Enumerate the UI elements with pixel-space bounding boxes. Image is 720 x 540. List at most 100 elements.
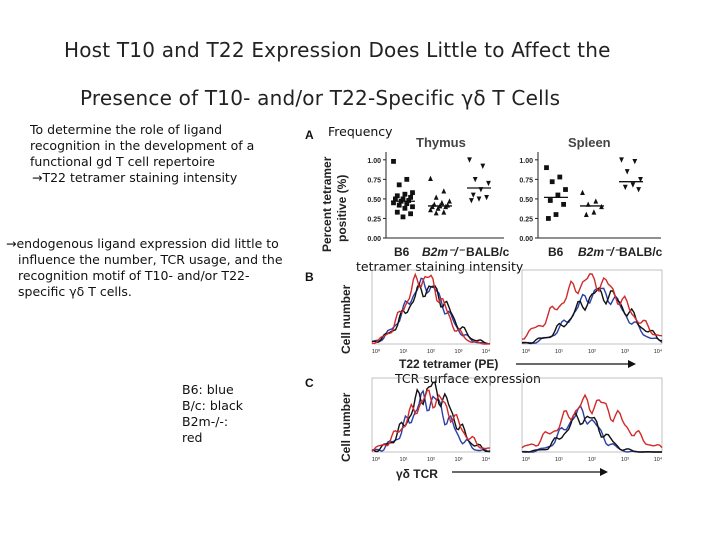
data-point-square bbox=[404, 201, 410, 206]
histogram-frame bbox=[521, 269, 663, 345]
y-tick-label: 0.50 bbox=[519, 197, 533, 204]
panel-c-chart: Cell number 10⁰ 10¹ 10² 10³ 10⁴ 10⁰ 10¹ 10² 10³… bbox=[339, 377, 663, 481]
data-point-inverted-triangle bbox=[638, 176, 643, 183]
histogram-balbc-trace bbox=[521, 286, 663, 345]
y-tick-label: 0.00 bbox=[367, 236, 381, 243]
data-point-triangle bbox=[580, 189, 585, 196]
data-point-square bbox=[406, 198, 412, 203]
legend-line: B6: blue bbox=[182, 382, 234, 397]
histogram-b2m-trace bbox=[371, 272, 491, 345]
text-line: specific γδ T cells. bbox=[18, 284, 132, 299]
thymus-points bbox=[391, 157, 491, 220]
panel-c-xlabel: γδ TCR bbox=[396, 467, 438, 481]
y-tick-label: 0.75 bbox=[519, 177, 533, 184]
y-tick-label: 1.00 bbox=[367, 158, 381, 165]
data-point-inverted-triangle bbox=[632, 158, 638, 165]
legend-line: B/c: black bbox=[182, 398, 244, 413]
x-tick-label: 10² bbox=[588, 457, 596, 463]
y-tick-label: 0.25 bbox=[519, 216, 533, 223]
spleen-yticks: 1.00 0.75 0.50 0.25 0.00 bbox=[519, 158, 538, 243]
data-point-square bbox=[557, 174, 563, 180]
text-line: To determine the role of ligand bbox=[30, 122, 223, 137]
histogram-frame bbox=[371, 269, 491, 345]
data-point-square bbox=[394, 209, 400, 215]
data-point-square bbox=[408, 211, 413, 217]
histogram-b6-trace bbox=[371, 277, 491, 345]
color-legend: B6: blue B/c: black B2m-/-: red bbox=[182, 382, 243, 446]
data-point-square bbox=[410, 204, 415, 210]
x-tick-label: 10³ bbox=[621, 457, 629, 463]
panel-letter-b: B bbox=[305, 270, 314, 284]
data-point-triangle bbox=[428, 206, 433, 213]
panel-letter-a: A bbox=[305, 128, 314, 142]
x-tick-label: 10⁴ bbox=[482, 456, 491, 463]
data-point-square bbox=[400, 214, 406, 220]
data-point-triangle bbox=[435, 205, 441, 211]
data-point-triangle bbox=[441, 188, 447, 194]
thymus-group-label-b2m: B2m⁻/⁻ bbox=[422, 245, 466, 259]
histogram-balbc-trace bbox=[371, 282, 491, 345]
panel-b-chart: Cell number 10⁰ 10¹ 10² 10³ 10⁴ 10⁰ 10¹ 10² 10³… bbox=[339, 269, 663, 371]
x-tick-label: 10¹ bbox=[555, 349, 563, 355]
panel-b-xlabel: T22 tetramer (PE) bbox=[399, 357, 498, 371]
spleen-group-label-balbc: BALB/c bbox=[619, 245, 663, 259]
data-point-square bbox=[394, 193, 400, 199]
data-point-square bbox=[402, 191, 408, 197]
x-tick-label: 10² bbox=[427, 457, 435, 463]
panel-b-histogram-left: 10⁰ 10¹ 10² 10³ 10⁴ bbox=[371, 269, 491, 355]
data-point-triangle bbox=[583, 211, 589, 217]
legend-line: B2m-/-: bbox=[182, 414, 229, 429]
data-point-inverted-triangle bbox=[630, 182, 636, 188]
data-point-square bbox=[408, 194, 413, 200]
data-point-triangle bbox=[433, 194, 439, 200]
data-point-square bbox=[561, 201, 566, 207]
histogram-balbc-trace bbox=[371, 381, 491, 453]
thymus-title: Thymus bbox=[416, 135, 466, 150]
text-line: →endogenous ligand expression did little… bbox=[6, 236, 279, 251]
data-point-square bbox=[391, 200, 396, 206]
histogram-frame bbox=[371, 377, 491, 453]
histogram-balbc-trace bbox=[521, 411, 662, 453]
slide-title-line2: Presence of T10- and/or T22-Specific γδ … bbox=[80, 86, 561, 110]
thymus-yticks: 1.00 0.75 0.50 0.25 0.00 bbox=[367, 158, 386, 243]
y-tick-label: 1.00 bbox=[519, 158, 533, 165]
panel-c-ylabel: Cell number bbox=[339, 392, 353, 462]
histogram-b6-trace bbox=[521, 287, 663, 345]
data-point-inverted-triangle bbox=[484, 194, 489, 201]
histogram-b2m-trace bbox=[371, 389, 491, 452]
x-tick-label: 10⁴ bbox=[654, 456, 663, 463]
text-line: →T22 tetramer staining intensity bbox=[32, 170, 238, 185]
text-line: recognition motif of T10- and/or T22- bbox=[18, 268, 250, 283]
text-line: functional gd T cell repertoire bbox=[30, 154, 215, 169]
panel-a-ylabel-line1: Percent tetramer bbox=[320, 156, 334, 252]
data-point-inverted-triangle bbox=[624, 169, 630, 175]
histogram-frame bbox=[521, 377, 663, 453]
data-point-square bbox=[393, 196, 398, 202]
data-point-inverted-triangle bbox=[469, 198, 474, 204]
text-line: recognition in the development of a bbox=[30, 138, 255, 153]
x-tick-label: 10⁴ bbox=[654, 348, 663, 355]
slide-title-line1: Host T10 and T22 Expression Does Little … bbox=[64, 38, 611, 62]
data-point-square bbox=[396, 182, 402, 188]
data-point-square bbox=[391, 158, 396, 164]
text-block-conclusion: →endogenous ligand expression did little… bbox=[6, 236, 306, 300]
x-tick-label: 10⁰ bbox=[522, 348, 531, 355]
data-point-inverted-triangle bbox=[467, 157, 472, 163]
panel-c-arrow-head bbox=[600, 468, 608, 476]
data-point-inverted-triangle bbox=[486, 180, 491, 187]
data-point-square bbox=[544, 165, 549, 171]
label-frequency: Frequency bbox=[328, 124, 393, 139]
panel-c-histogram-right: 10⁰ 10¹ 10² 10³ 10⁴ bbox=[521, 377, 663, 463]
data-point-square bbox=[547, 198, 553, 203]
y-tick-label: 0.50 bbox=[367, 197, 381, 204]
spleen-group-label-b6: B6 bbox=[548, 245, 564, 259]
x-tick-label: 10⁰ bbox=[372, 348, 381, 355]
data-point-inverted-triangle bbox=[636, 187, 641, 193]
data-point-square bbox=[555, 192, 561, 198]
data-point-square bbox=[553, 212, 559, 217]
data-point-inverted-triangle bbox=[470, 192, 476, 198]
x-tick-label: 10⁰ bbox=[372, 456, 381, 463]
x-tick-label: 10⁴ bbox=[482, 348, 491, 355]
data-point-square bbox=[404, 176, 410, 182]
panel-b-arrow-head bbox=[628, 360, 636, 368]
